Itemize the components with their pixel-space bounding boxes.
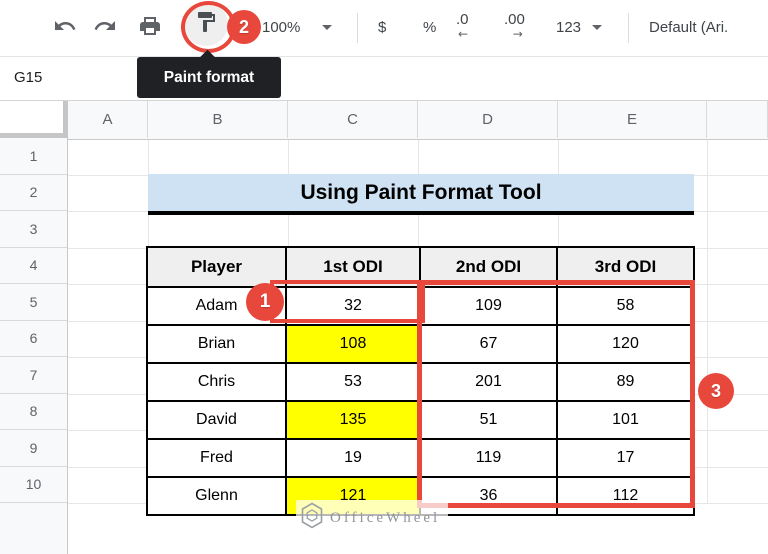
undo-icon [53,14,77,41]
odi1-score-cell[interactable]: 135 [285,400,421,440]
player-cell[interactable]: Brian [146,324,287,364]
table-header-row: Player 1st ODI 2nd ODI 3rd ODI [146,246,695,288]
odi3-score-cell[interactable]: 17 [556,438,695,478]
odi1-score-cell[interactable]: 32 [285,286,421,326]
name-box[interactable]: G15 [14,69,43,86]
decrease-decimal-arrow-icon: ← [458,27,469,41]
odi3-score-cell[interactable]: 58 [556,286,695,326]
row-header-4[interactable]: 4 [0,248,67,284]
paint-roller-icon [194,10,218,39]
annotation-step-3-badge: 3 [698,373,734,409]
odi3-score-cell[interactable]: 120 [556,324,695,364]
zoom-caret-icon[interactable] [322,25,332,30]
row-header-7[interactable]: 7 [0,357,67,394]
format-currency-button[interactable]: $ [378,19,387,36]
row-header-3[interactable]: 3 [0,211,67,248]
odi1-score-cell[interactable]: 108 [285,324,421,364]
column-header-b[interactable]: B [148,101,288,138]
table-header-cell[interactable]: 2nd ODI [419,246,558,288]
table-row: David 135 51 101 [146,400,695,440]
odi1-score-cell[interactable]: 53 [285,362,421,402]
sheet-title-cell[interactable]: Using Paint Format Tool [148,174,694,215]
odi2-score-cell[interactable]: 36 [419,476,558,516]
increase-decimal-arrow-icon: → [512,27,523,41]
column-header-a[interactable]: A [68,101,148,138]
player-cell[interactable]: Glenn [146,476,287,516]
table-row: Brian 108 67 120 [146,324,695,364]
table-row: Adam 32 109 58 [146,286,695,326]
player-cell[interactable]: Fred [146,438,287,478]
table-header-cell[interactable]: 3rd ODI [556,246,695,288]
row-header-10[interactable]: 10 [0,467,67,503]
number-format-caret-icon[interactable] [592,25,602,30]
row-header-5[interactable]: 5 [0,284,67,321]
row-header-8[interactable]: 8 [0,394,67,430]
row-header-6[interactable]: 6 [0,321,67,357]
paint-format-button[interactable] [184,2,228,46]
table-header-cell[interactable]: 1st ODI [285,246,421,288]
font-family-select[interactable]: Default (Ari. [649,19,729,36]
toolbar-divider [628,13,629,43]
redo-icon [93,14,117,41]
table-row: Fred 19 119 17 [146,438,695,478]
increase-decimal-label: .00 [504,11,525,28]
annotation-step-1-badge: 1 [246,283,284,321]
odi2-score-cell[interactable]: 201 [419,362,558,402]
increase-decimal-button[interactable]: .00 → [504,11,525,41]
odi3-score-cell[interactable]: 112 [556,476,695,516]
print-button[interactable] [135,13,165,41]
number-format-button[interactable]: 123 [556,19,582,36]
odi2-score-cell[interactable]: 109 [419,286,558,326]
toolbar: 2 100% $ % .0 ← .00 → 123 Default (Ari. [0,0,768,57]
officewheel-logo-icon [300,502,324,534]
table-row: Chris 53 201 89 [146,362,695,402]
zoom-select[interactable]: 100% [262,19,301,36]
row-header-1[interactable]: 1 [0,138,67,175]
odi3-score-cell[interactable]: 101 [556,400,695,440]
odi2-score-cell[interactable]: 51 [419,400,558,440]
annotation-step-2-badge: 2 [227,10,261,44]
decrease-decimal-button[interactable]: .0 ← [456,11,469,41]
decrease-decimal-label: .0 [456,11,469,28]
odi3-score-cell[interactable]: 89 [556,362,695,402]
undo-button[interactable] [50,12,80,42]
format-percent-button[interactable]: % [423,19,437,36]
odi-scores-table: Player 1st ODI 2nd ODI 3rd ODI Adam 32 109 58 Br… [146,246,695,516]
column-header-e[interactable]: E [558,101,707,138]
select-all-corner[interactable] [0,100,68,138]
odi2-score-cell[interactable]: 119 [419,438,558,478]
toolbar-divider [357,13,358,43]
column-header-d[interactable]: D [418,101,558,138]
row-header-9[interactable]: 9 [0,430,67,467]
odi2-score-cell[interactable]: 67 [419,324,558,364]
paint-format-tooltip: Paint format [137,57,281,98]
printer-icon [138,14,162,41]
table-header-cell[interactable]: Player [146,246,287,288]
formula-bar: G15 [0,56,768,101]
redo-button[interactable] [90,12,120,42]
watermark-text: OfficeWheel [330,509,441,526]
column-header-partial[interactable] [707,101,768,138]
row-headers: 1 2 3 4 5 6 7 8 9 10 [0,138,68,554]
watermark: OfficeWheel [296,500,449,537]
odi1-score-cell[interactable]: 19 [285,438,421,478]
player-cell[interactable]: Chris [146,362,287,402]
column-header-c[interactable]: C [288,101,418,138]
player-cell[interactable]: David [146,400,287,440]
row-header-2[interactable]: 2 [0,175,67,211]
